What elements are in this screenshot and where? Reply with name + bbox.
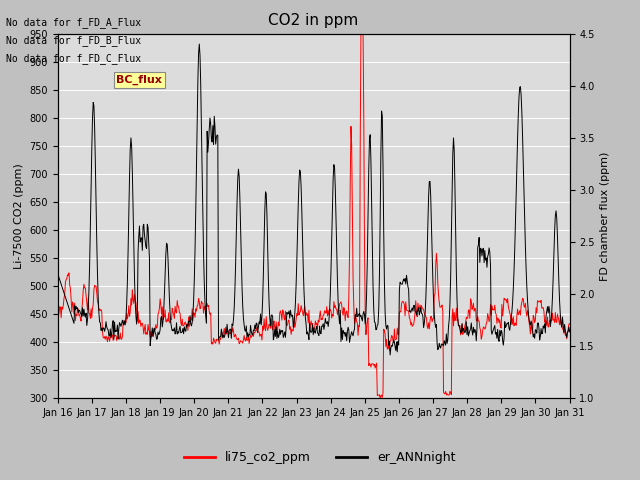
Text: No data for f_FD_B_Flux: No data for f_FD_B_Flux bbox=[6, 35, 141, 46]
Text: BC_flux: BC_flux bbox=[116, 75, 163, 85]
Legend: li75_co2_ppm, er_ANNnight: li75_co2_ppm, er_ANNnight bbox=[179, 446, 461, 469]
Text: No data for f_FD_A_Flux: No data for f_FD_A_Flux bbox=[6, 17, 141, 28]
Y-axis label: Li-7500 CO2 (ppm): Li-7500 CO2 (ppm) bbox=[13, 163, 24, 269]
Title: CO2 in ppm: CO2 in ppm bbox=[268, 13, 359, 28]
Y-axis label: FD chamber flux (ppm): FD chamber flux (ppm) bbox=[600, 151, 611, 281]
Text: No data for f_FD_C_Flux: No data for f_FD_C_Flux bbox=[6, 53, 141, 64]
